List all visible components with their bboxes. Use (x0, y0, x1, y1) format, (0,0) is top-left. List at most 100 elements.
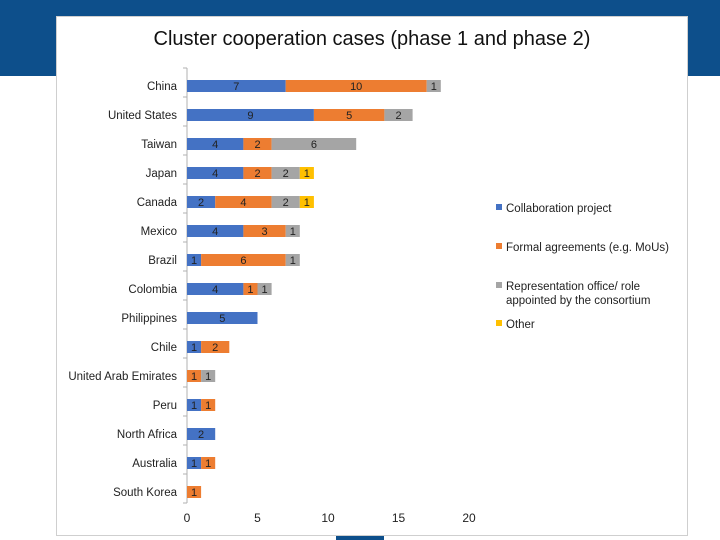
bar-segment (187, 428, 216, 440)
category-label: Peru (153, 400, 177, 412)
data-label: 2 (283, 197, 289, 209)
x-tick-label: 20 (462, 511, 476, 525)
legend-label: Collaboration project (506, 203, 612, 215)
legend-label: Representation office/ role (506, 281, 640, 293)
bar-segment (201, 457, 216, 469)
legend-label: Other (506, 319, 535, 331)
bar-segment (187, 457, 202, 469)
chart-title: Cluster cooperation cases (phase 1 and p… (153, 28, 591, 50)
bar-segment (243, 138, 272, 150)
data-label: 1 (304, 197, 310, 209)
bar-segment (201, 254, 286, 266)
bar-segment (187, 399, 202, 411)
x-tick-label: 5 (254, 511, 261, 525)
category-label: Philippines (121, 313, 177, 325)
bar-segment (271, 138, 357, 150)
bar-segment (299, 196, 314, 208)
bar-segment (285, 254, 300, 266)
bar-segment (271, 196, 300, 208)
data-label: 4 (212, 226, 218, 238)
data-label: 6 (240, 255, 246, 267)
legend-swatch (496, 282, 502, 288)
bar-segment (285, 225, 300, 237)
data-label: 7 (233, 81, 239, 93)
legend-swatch (496, 243, 502, 249)
data-label: 1 (191, 487, 197, 499)
bar-segment (201, 341, 230, 353)
bar-segment (299, 167, 314, 179)
bar-segment (215, 196, 272, 208)
bar-segment (187, 225, 244, 237)
bar-segment (187, 80, 286, 92)
data-label: 2 (254, 168, 260, 180)
data-label: 4 (212, 168, 218, 180)
data-label: 9 (247, 110, 253, 122)
data-label: 4 (212, 284, 218, 296)
legend-swatch (496, 320, 502, 326)
data-label: 6 (311, 139, 317, 151)
legend-label: Formal agreements (e.g. MoUs) (506, 242, 669, 254)
chart-panel (56, 16, 688, 536)
data-label: 1 (290, 226, 296, 238)
bar-segment (313, 109, 385, 121)
category-label: Brazil (148, 255, 177, 267)
data-label: 10 (350, 81, 362, 93)
category-label: Taiwan (141, 139, 177, 151)
category-label: Mexico (141, 226, 177, 238)
bar-segment (187, 486, 202, 498)
bar-segment (285, 80, 427, 92)
data-label: 1 (205, 400, 211, 412)
legend-label: appointed by the consortium (506, 295, 650, 307)
bar-segment (187, 196, 216, 208)
category-label: Colombia (128, 284, 177, 296)
bar-segment (426, 80, 441, 92)
data-label: 1 (191, 458, 197, 470)
bar-segment (187, 109, 314, 121)
x-tick-label: 15 (392, 511, 406, 525)
data-label: 1 (261, 284, 267, 296)
data-label: 1 (205, 458, 211, 470)
data-label: 3 (261, 226, 267, 238)
data-label: 1 (431, 81, 437, 93)
data-label: 1 (304, 168, 310, 180)
data-label: 2 (395, 110, 401, 122)
category-label: Japan (146, 168, 177, 180)
data-label: 1 (191, 400, 197, 412)
data-label: 4 (240, 197, 246, 209)
data-label: 1 (191, 255, 197, 267)
data-label: 4 (212, 139, 218, 151)
category-label: Chile (151, 342, 177, 354)
category-label: South Korea (113, 487, 178, 499)
bar-segment (243, 225, 286, 237)
category-label: North Africa (117, 429, 178, 441)
bar-segment (201, 370, 216, 382)
bar-segment (187, 283, 244, 295)
bar-segment (201, 399, 216, 411)
bar-segment (187, 312, 258, 324)
bar-segment (187, 138, 244, 150)
data-label: 1 (247, 284, 253, 296)
data-label: 1 (191, 371, 197, 383)
bar-segment (187, 254, 202, 266)
category-label: Canada (137, 197, 178, 209)
category-label: China (147, 81, 178, 93)
x-tick-label: 0 (184, 511, 191, 525)
bar-segment (271, 167, 300, 179)
data-label: 1 (290, 255, 296, 267)
category-label: United States (108, 110, 177, 122)
data-label: 1 (191, 342, 197, 354)
bar-segment (187, 341, 202, 353)
data-label: 2 (198, 197, 204, 209)
bar-segment (257, 283, 272, 295)
bar-segment (243, 283, 258, 295)
data-label: 5 (219, 313, 225, 325)
data-label: 2 (212, 342, 218, 354)
data-label: 5 (346, 110, 352, 122)
category-label: United Arab Emirates (68, 371, 177, 383)
bar-segment (243, 167, 272, 179)
bar-segment (384, 109, 413, 121)
footer-tab (336, 534, 384, 540)
data-label: 2 (254, 139, 260, 151)
data-label: 2 (198, 429, 204, 441)
legend-swatch (496, 204, 502, 210)
